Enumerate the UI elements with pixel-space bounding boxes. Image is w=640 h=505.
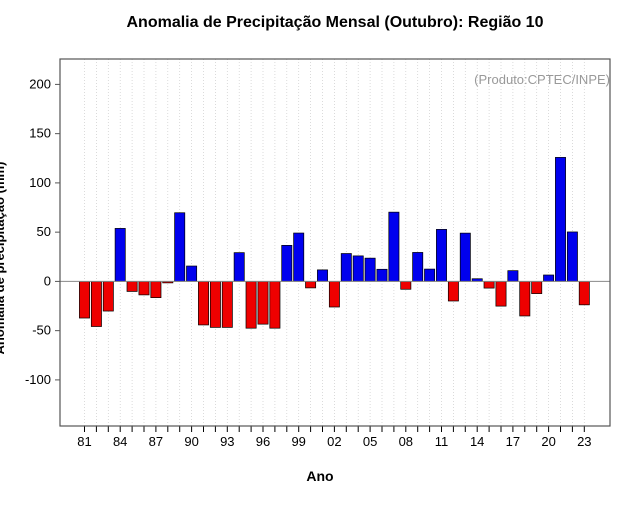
svg-text:93: 93	[220, 434, 234, 449]
svg-text:99: 99	[291, 434, 305, 449]
svg-text:14: 14	[470, 434, 484, 449]
svg-text:87: 87	[149, 434, 163, 449]
svg-text:200: 200	[29, 76, 51, 91]
svg-text:20: 20	[541, 434, 555, 449]
svg-text:90: 90	[184, 434, 198, 449]
svg-text:02: 02	[327, 434, 341, 449]
svg-text:150: 150	[29, 126, 51, 141]
svg-text:84: 84	[113, 434, 127, 449]
svg-text:0: 0	[44, 273, 51, 288]
svg-text:96: 96	[256, 434, 270, 449]
svg-text:17: 17	[506, 434, 520, 449]
svg-text:23: 23	[577, 434, 591, 449]
svg-text:05: 05	[363, 434, 377, 449]
svg-text:50: 50	[37, 224, 51, 239]
svg-text:08: 08	[399, 434, 413, 449]
svg-text:11: 11	[435, 434, 449, 449]
svg-text:81: 81	[77, 434, 91, 449]
svg-text:100: 100	[29, 175, 51, 190]
svg-text:-50: -50	[32, 323, 51, 338]
svg-text:-100: -100	[25, 372, 51, 387]
